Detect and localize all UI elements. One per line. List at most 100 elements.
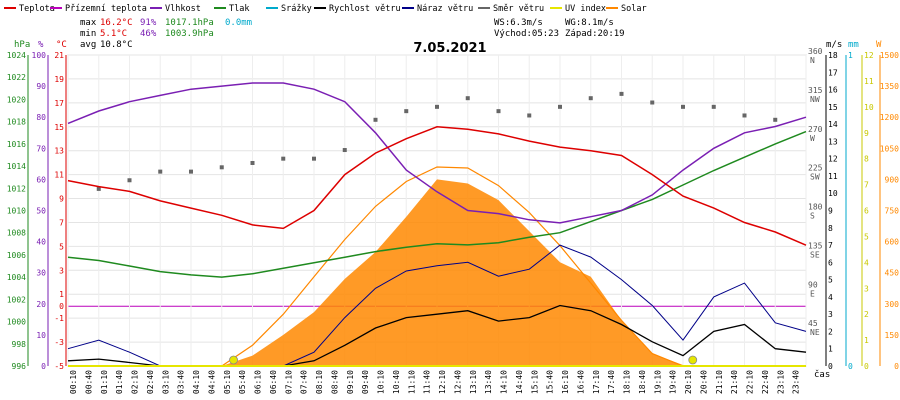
x-tick-label: 07:10 bbox=[284, 370, 293, 394]
stat-temp-min: 5.1°C bbox=[100, 29, 127, 39]
winddir-point bbox=[189, 169, 193, 174]
axis-uv-tick: 6 bbox=[864, 207, 869, 216]
axis-pressure-tick: 1016 bbox=[7, 140, 26, 149]
winddir-point bbox=[404, 109, 409, 114]
winddir-point bbox=[281, 156, 286, 161]
axis-rain-tick: 0 bbox=[848, 362, 853, 371]
axis-temperature-tick: 7 bbox=[59, 218, 64, 227]
sunrise-marker bbox=[229, 355, 238, 365]
axis-windspeed-tick: 0 bbox=[828, 362, 833, 371]
axis-pressure-tick: 1012 bbox=[7, 184, 26, 193]
winddir-point bbox=[496, 109, 501, 114]
legend-label: Teplota bbox=[19, 4, 55, 14]
axis-windspeed-tick: 7 bbox=[828, 241, 833, 250]
axis-windspeed-tick: 10 bbox=[828, 189, 838, 198]
axis-solar-tick: 750 bbox=[885, 207, 900, 216]
x-tick-label: 21:10 bbox=[715, 370, 724, 394]
axis-pressure-tick: 1020 bbox=[7, 95, 26, 104]
stat-wg: WG:8.1m/s bbox=[565, 18, 614, 28]
x-tick-label: 18:40 bbox=[638, 370, 647, 394]
sunset-marker bbox=[688, 355, 698, 365]
axis-temperature-tick: 0 bbox=[59, 302, 64, 311]
winddir-point bbox=[219, 165, 224, 170]
axis-solar-tick: 300 bbox=[885, 300, 900, 309]
axis-windspeed-tick: 5 bbox=[828, 276, 833, 285]
axis-windspeed-tick: 13 bbox=[828, 137, 838, 146]
x-tick-label: 04:10 bbox=[192, 370, 201, 394]
stats-block: max min avg 16.2°C 5.1°C 10.8°C 91% 46% … bbox=[80, 18, 625, 50]
axis-temperature-tick: 15 bbox=[54, 123, 64, 132]
axis-pressure-tick: 1014 bbox=[7, 162, 26, 171]
axis-uv-tick: 0 bbox=[864, 362, 869, 371]
series-humidity bbox=[67, 82, 807, 224]
stat-temp-max: 16.2°C bbox=[100, 18, 133, 28]
unit-hpa: hPa bbox=[14, 40, 30, 50]
x-tick-label: 02:10 bbox=[131, 370, 140, 394]
axis-pressure-tick: 996 bbox=[12, 362, 27, 371]
x-tick-label: 10:10 bbox=[377, 370, 386, 394]
winddir-point bbox=[312, 156, 316, 161]
x-tick-label: 03:10 bbox=[161, 370, 170, 394]
axis-pressure-tick: 1004 bbox=[7, 273, 26, 282]
axis-temperature-tick: -3 bbox=[54, 338, 64, 347]
axis-temperature-tick: 5 bbox=[59, 242, 64, 251]
axis-winddir-tick: 360 bbox=[808, 47, 823, 56]
x-tick-label: 05:10 bbox=[223, 370, 232, 394]
x-tick-label: 17:10 bbox=[592, 370, 601, 394]
unit-pct: % bbox=[38, 40, 44, 50]
winddir-point bbox=[250, 160, 255, 165]
x-tick-label: 20:40 bbox=[699, 370, 708, 394]
axis-pressure-tick: 1010 bbox=[7, 207, 26, 216]
x-tick-label: 06:10 bbox=[254, 370, 263, 394]
axis-pressure-tick: 1006 bbox=[7, 251, 26, 260]
axis-humidity-tick: 40 bbox=[36, 238, 46, 247]
axis-uv-tick: 1 bbox=[864, 336, 869, 345]
x-tick-label: 11:10 bbox=[407, 370, 416, 394]
x-tick-label: 19:10 bbox=[653, 370, 662, 394]
x-tick-label: 16:40 bbox=[576, 370, 585, 394]
legend: Teplota Přízemní teplota Vlhkost Tlak Srážky… bbox=[4, 4, 647, 14]
winddir-point bbox=[558, 104, 562, 109]
x-tick-label: 10:40 bbox=[392, 370, 401, 394]
unit-time: čas bbox=[814, 369, 830, 380]
winddir-point bbox=[527, 113, 532, 118]
x-tick-label: 14:10 bbox=[500, 370, 509, 394]
axis-humidity-tick: 10 bbox=[36, 331, 46, 340]
axis-uv-tick: 5 bbox=[864, 232, 869, 241]
x-tick-label: 22:10 bbox=[746, 370, 755, 394]
axis-winddir-tick: 135 bbox=[808, 241, 823, 250]
axis-windspeed-tick: 4 bbox=[828, 293, 833, 302]
x-tick-label: 17:40 bbox=[607, 370, 616, 394]
stat-press-max: 1017.1hPa bbox=[165, 18, 214, 28]
legend-label: Tlak bbox=[229, 4, 249, 14]
x-tick-label: 14:40 bbox=[515, 370, 524, 394]
axis-solar-tick: 1350 bbox=[880, 82, 899, 91]
axis-solar-tick: 1500 bbox=[880, 51, 899, 60]
x-tick-label: 02:40 bbox=[146, 370, 155, 394]
x-tick-label: 07:40 bbox=[300, 370, 309, 394]
axis-uv-tick: 4 bbox=[864, 258, 869, 267]
axis-humidity-tick: 0 bbox=[41, 362, 46, 371]
x-tick-label: 08:10 bbox=[315, 370, 324, 394]
axis-winddir-label: SE bbox=[810, 250, 820, 259]
axis-windspeed-tick: 14 bbox=[828, 120, 838, 129]
stat-hum-max: 91% bbox=[140, 18, 157, 28]
axis-winddir-label: NE bbox=[810, 328, 820, 337]
x-tick-label: 13:40 bbox=[484, 370, 493, 394]
x-tick-label: 03:40 bbox=[177, 370, 186, 394]
x-tick-label: 11:40 bbox=[423, 370, 432, 394]
axis-winddir-tick: 45 bbox=[808, 319, 818, 328]
axis-humidity-tick: 70 bbox=[36, 144, 46, 153]
x-tick-label: 09:10 bbox=[346, 370, 355, 394]
legend-label: Rychlost větru bbox=[329, 4, 401, 14]
legend-label: Směr větru bbox=[493, 4, 544, 14]
axis-temperature-tick: 3 bbox=[59, 266, 64, 275]
x-tick-label: 12:40 bbox=[453, 370, 462, 394]
stat-press-min: 1003.9hPa bbox=[165, 29, 214, 39]
winddir-point bbox=[435, 104, 439, 109]
axis-temperature-tick: -5 bbox=[54, 362, 64, 371]
unit-w: W bbox=[876, 40, 882, 50]
axis-temperature-tick: 17 bbox=[54, 99, 64, 108]
x-tick-label: 01:40 bbox=[115, 370, 124, 394]
axis-temperature-tick: 11 bbox=[54, 171, 64, 180]
